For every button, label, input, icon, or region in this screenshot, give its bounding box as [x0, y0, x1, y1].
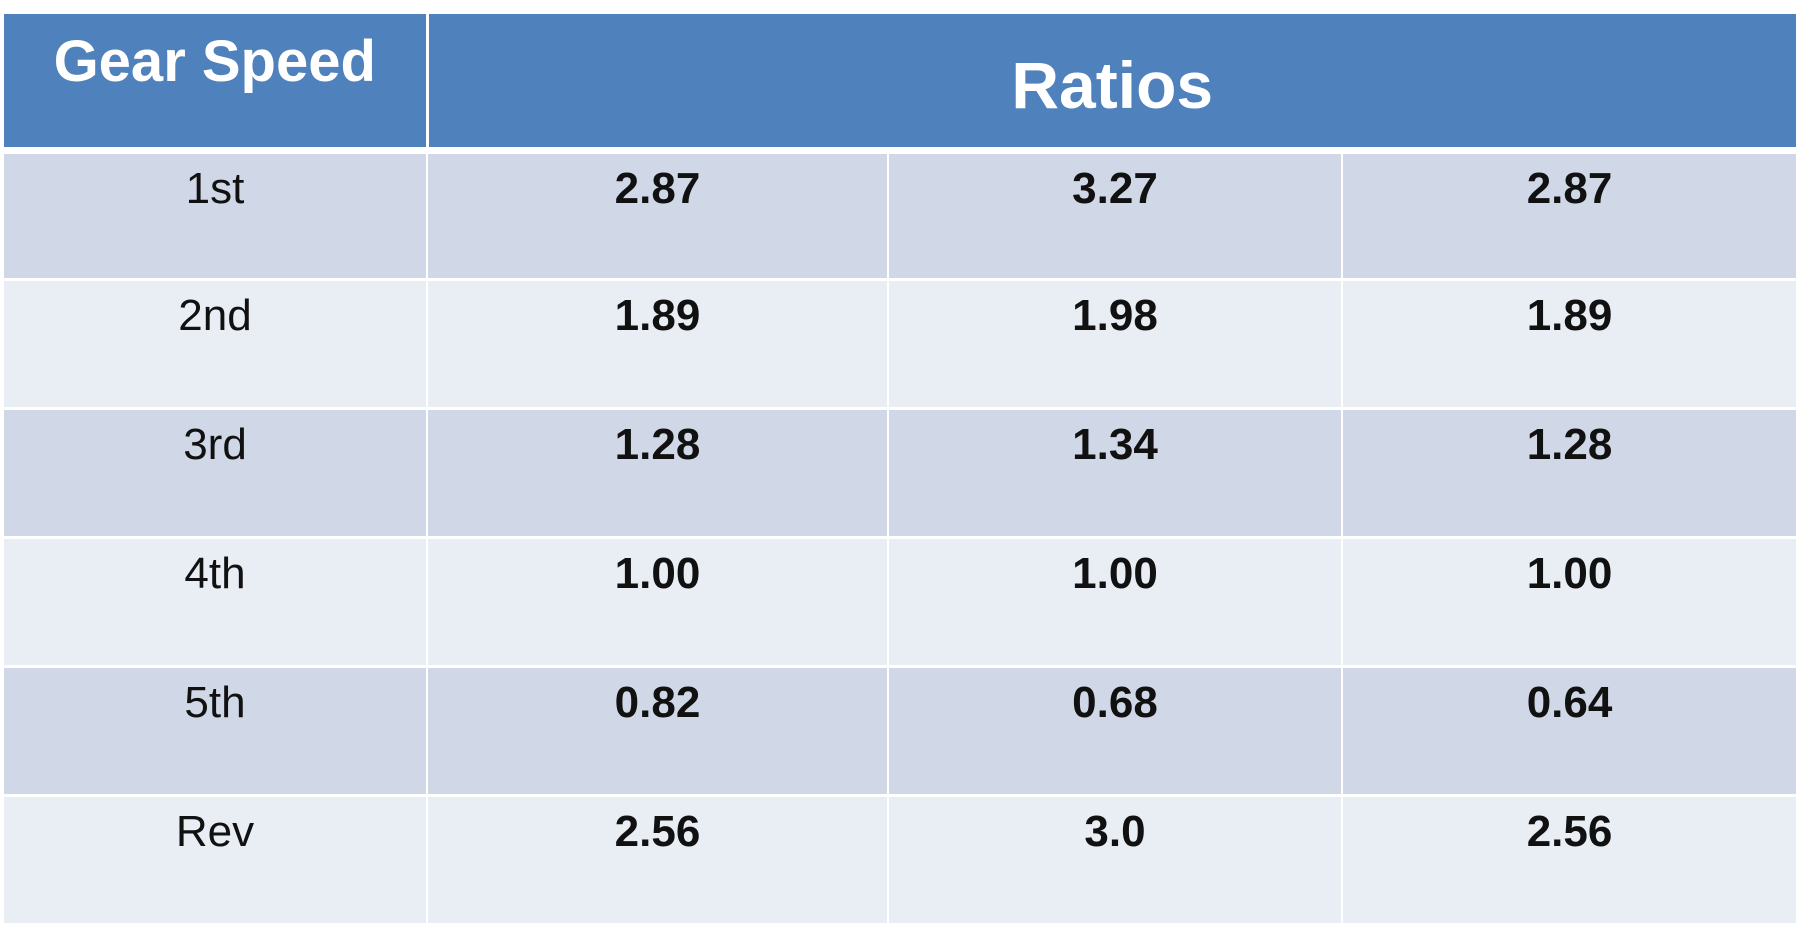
gear-cell: 3rd — [4, 408, 428, 539]
ratio-cell: 2.56 — [427, 795, 889, 926]
ratio-cell: 1.00 — [1342, 537, 1797, 668]
ratio-cell: 1.89 — [1342, 279, 1797, 410]
gear-cell: 5th — [4, 666, 428, 797]
ratio-cell: 2.87 — [1342, 150, 1797, 281]
gear-cell: 4th — [4, 537, 428, 668]
ratio-cell: 1.28 — [1342, 408, 1797, 539]
ratio-cell: 2.87 — [427, 150, 889, 281]
ratio-cell: 3.0 — [888, 795, 1343, 926]
gear-cell: 1st — [4, 150, 428, 281]
header-row: Gear Speed Ratios — [4, 14, 1797, 154]
ratio-cell: 2.56 — [1342, 795, 1797, 926]
ratio-cell: 3.27 — [888, 150, 1343, 281]
ratio-cell: 1.28 — [427, 408, 889, 539]
table-row: 4th 1.00 1.00 1.00 — [4, 537, 1797, 668]
table-row: 5th 0.82 0.68 0.64 — [4, 666, 1797, 797]
table-row: 1st 2.87 3.27 2.87 — [4, 150, 1797, 281]
gear-cell: 2nd — [4, 279, 428, 410]
ratio-cell: 1.00 — [888, 537, 1343, 668]
ratio-cell: 1.98 — [888, 279, 1343, 410]
gear-ratio-table: Gear Speed Ratios 1st 2.87 3.27 2.87 2nd… — [4, 14, 1797, 926]
header-gear-speed: Gear Speed — [4, 14, 429, 154]
ratio-cell: 0.68 — [888, 666, 1343, 797]
ratio-cell: 0.64 — [1342, 666, 1797, 797]
ratio-cell: 0.82 — [427, 666, 889, 797]
ratio-cell: 1.00 — [427, 537, 889, 668]
ratio-cell: 1.89 — [427, 279, 889, 410]
gear-cell: Rev — [4, 795, 428, 926]
table-row: Rev 2.56 3.0 2.56 — [4, 795, 1797, 926]
header-ratios: Ratios — [427, 14, 1797, 154]
table-row: 3rd 1.28 1.34 1.28 — [4, 408, 1797, 539]
ratio-cell: 1.34 — [888, 408, 1343, 539]
table-row: 2nd 1.89 1.98 1.89 — [4, 279, 1797, 410]
